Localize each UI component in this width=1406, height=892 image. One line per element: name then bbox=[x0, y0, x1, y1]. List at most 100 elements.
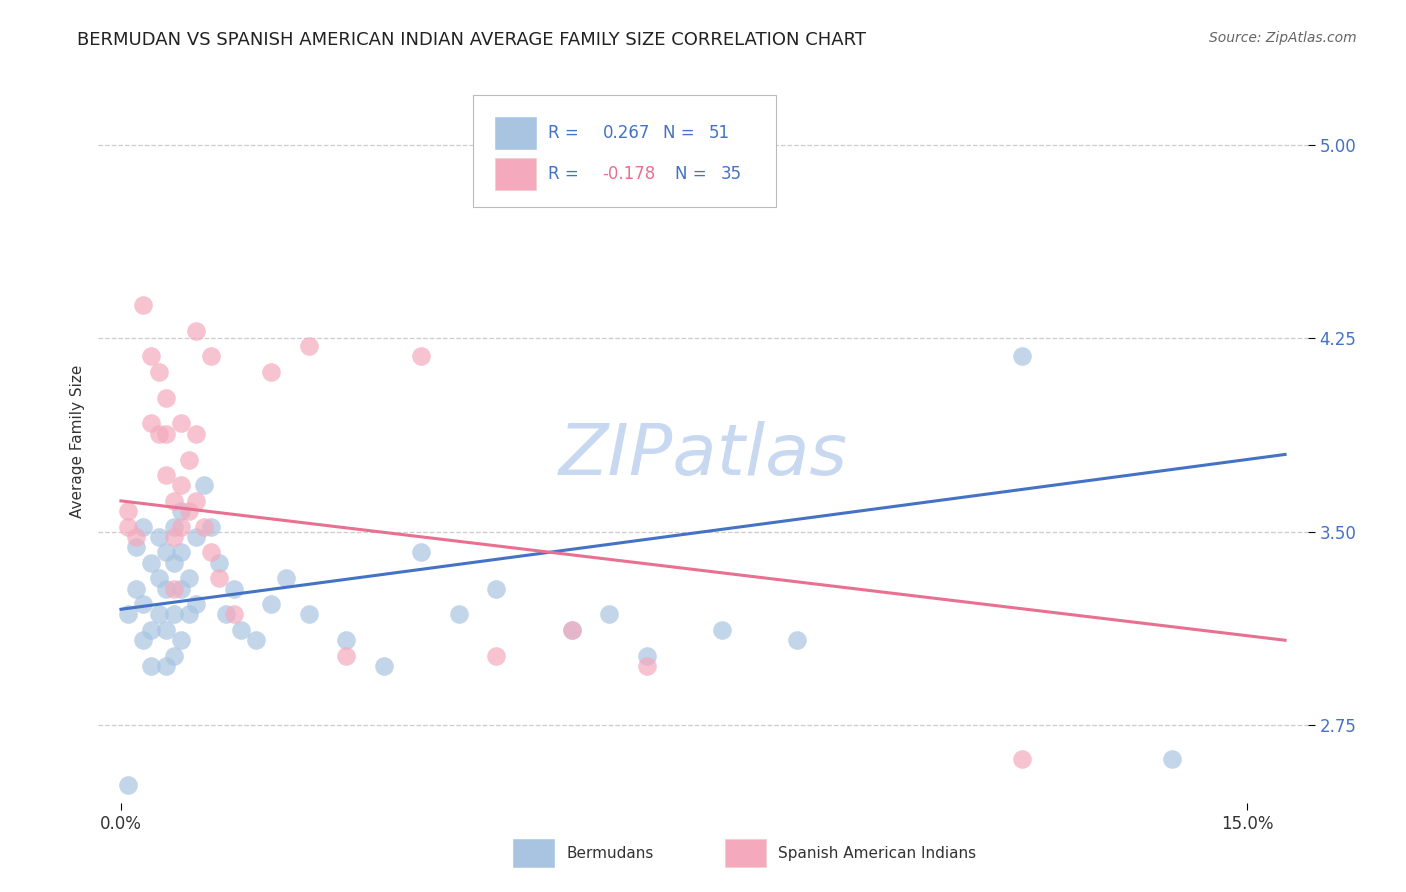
Point bbox=[193, 519, 215, 533]
Point bbox=[132, 597, 155, 611]
Point bbox=[485, 648, 508, 663]
Point bbox=[447, 607, 470, 622]
Point bbox=[162, 607, 184, 622]
Point bbox=[162, 582, 184, 596]
Point bbox=[276, 571, 298, 585]
Point bbox=[162, 519, 184, 533]
Point bbox=[162, 530, 184, 544]
Point bbox=[184, 494, 207, 508]
Text: 51: 51 bbox=[709, 124, 730, 142]
Point bbox=[125, 541, 148, 555]
Point bbox=[117, 607, 139, 622]
Point bbox=[335, 648, 357, 663]
Point bbox=[155, 545, 177, 559]
Point bbox=[155, 659, 177, 673]
Point bbox=[162, 648, 184, 663]
Point bbox=[117, 504, 139, 518]
Point bbox=[335, 633, 357, 648]
Point bbox=[200, 350, 222, 364]
Point bbox=[155, 468, 177, 483]
Point bbox=[561, 623, 583, 637]
FancyBboxPatch shape bbox=[513, 839, 554, 867]
Point bbox=[215, 607, 238, 622]
Point bbox=[260, 597, 283, 611]
Text: -0.178: -0.178 bbox=[603, 165, 655, 183]
Point bbox=[184, 324, 207, 338]
Point bbox=[148, 607, 170, 622]
Point bbox=[139, 556, 162, 570]
FancyBboxPatch shape bbox=[495, 158, 536, 190]
Text: N =: N = bbox=[664, 124, 700, 142]
Point bbox=[177, 452, 200, 467]
Point bbox=[207, 571, 229, 585]
Point bbox=[132, 633, 155, 648]
Text: Spanish American Indians: Spanish American Indians bbox=[778, 846, 976, 861]
Point bbox=[117, 778, 139, 792]
Point bbox=[148, 571, 170, 585]
Point bbox=[139, 350, 162, 364]
Point bbox=[200, 545, 222, 559]
Point bbox=[598, 607, 620, 622]
Point bbox=[132, 298, 155, 312]
Point bbox=[710, 623, 733, 637]
Point bbox=[260, 365, 283, 379]
Text: R =: R = bbox=[548, 165, 585, 183]
Point bbox=[207, 556, 229, 570]
Point bbox=[148, 530, 170, 544]
Point bbox=[411, 545, 433, 559]
FancyBboxPatch shape bbox=[495, 117, 536, 149]
Point bbox=[229, 623, 252, 637]
Text: Bermudans: Bermudans bbox=[567, 846, 654, 861]
Point bbox=[485, 582, 508, 596]
Text: ZIPatlas: ZIPatlas bbox=[558, 422, 848, 491]
Point bbox=[200, 519, 222, 533]
Point bbox=[125, 530, 148, 544]
FancyBboxPatch shape bbox=[474, 95, 776, 207]
Point bbox=[245, 633, 267, 648]
Text: 0.267: 0.267 bbox=[603, 124, 650, 142]
Point bbox=[786, 633, 808, 648]
Point bbox=[1011, 350, 1033, 364]
Point bbox=[298, 339, 321, 353]
Point bbox=[177, 607, 200, 622]
FancyBboxPatch shape bbox=[724, 839, 766, 867]
Point bbox=[298, 607, 321, 622]
Point bbox=[170, 633, 193, 648]
Point bbox=[193, 478, 215, 492]
Text: R =: R = bbox=[548, 124, 585, 142]
Point bbox=[125, 582, 148, 596]
Point bbox=[170, 519, 193, 533]
Point bbox=[139, 659, 162, 673]
Text: BERMUDAN VS SPANISH AMERICAN INDIAN AVERAGE FAMILY SIZE CORRELATION CHART: BERMUDAN VS SPANISH AMERICAN INDIAN AVER… bbox=[77, 31, 866, 49]
Point bbox=[148, 365, 170, 379]
Point bbox=[177, 504, 200, 518]
Point bbox=[148, 426, 170, 441]
Point bbox=[117, 519, 139, 533]
Point bbox=[373, 659, 395, 673]
Point bbox=[155, 623, 177, 637]
Text: 35: 35 bbox=[721, 165, 742, 183]
Point bbox=[170, 582, 193, 596]
Point bbox=[155, 426, 177, 441]
Point bbox=[162, 556, 184, 570]
Point bbox=[170, 478, 193, 492]
Point bbox=[155, 391, 177, 405]
Point bbox=[184, 530, 207, 544]
Point bbox=[170, 504, 193, 518]
Point bbox=[636, 659, 658, 673]
Point bbox=[561, 623, 583, 637]
Point bbox=[139, 417, 162, 431]
Point bbox=[177, 571, 200, 585]
Y-axis label: Average Family Size: Average Family Size bbox=[70, 365, 86, 518]
Point bbox=[170, 417, 193, 431]
Point bbox=[1011, 752, 1033, 766]
Text: Source: ZipAtlas.com: Source: ZipAtlas.com bbox=[1209, 31, 1357, 45]
Point bbox=[184, 426, 207, 441]
Point bbox=[411, 350, 433, 364]
Point bbox=[139, 623, 162, 637]
Point bbox=[170, 545, 193, 559]
Point bbox=[184, 597, 207, 611]
Point bbox=[222, 582, 245, 596]
Point bbox=[155, 582, 177, 596]
Point bbox=[1161, 752, 1184, 766]
